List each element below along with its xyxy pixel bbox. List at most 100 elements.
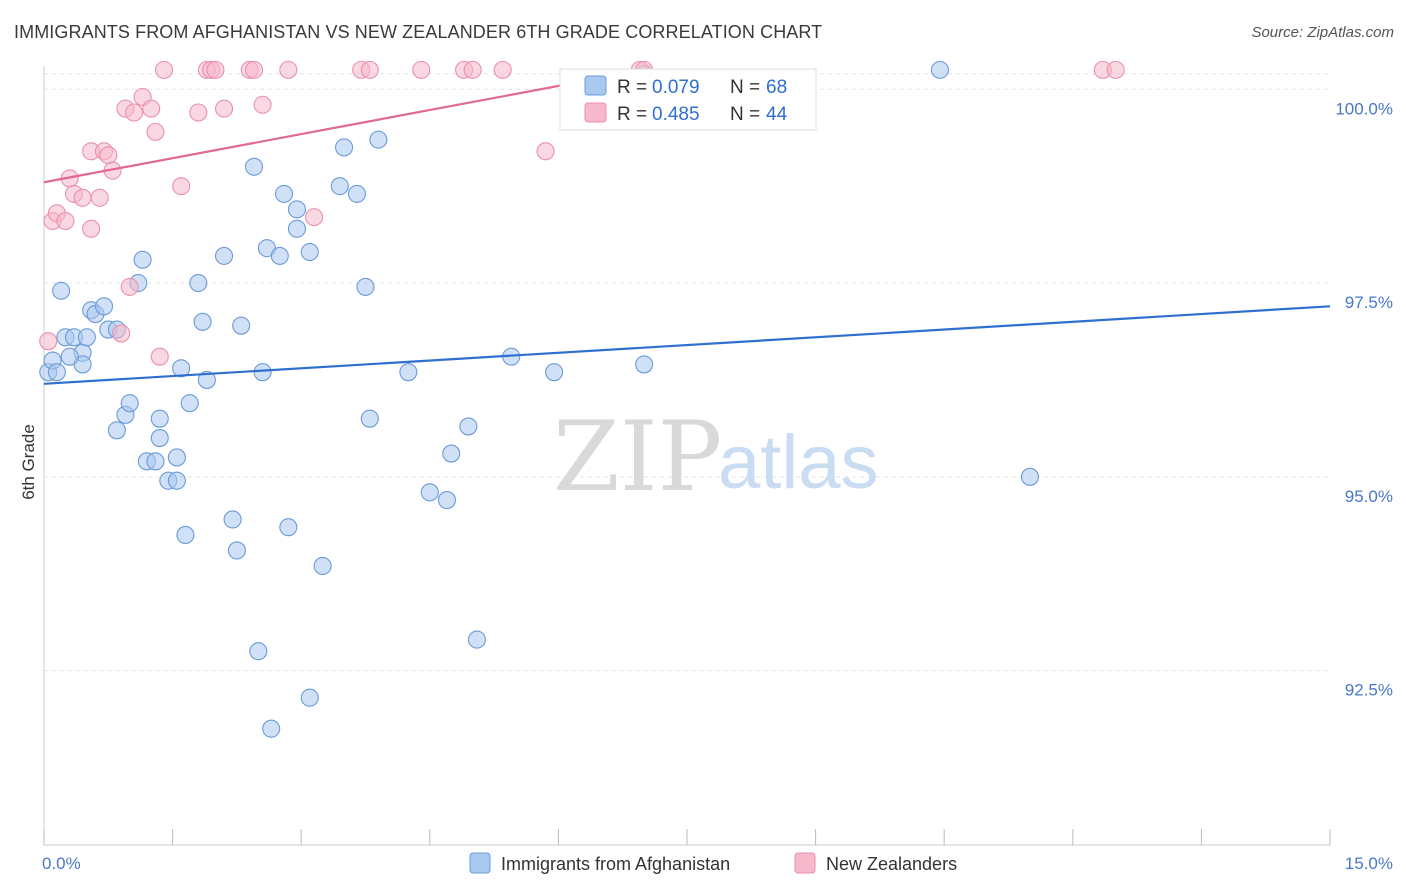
legend-n-value-blue: 68 [766, 77, 787, 98]
point-afghanistan-49 [347, 184, 366, 203]
point-new-zealanders-30 [279, 60, 298, 79]
point-new-zealanders-29 [253, 95, 272, 114]
chart-title: IMMIGRANTS FROM AFGHANISTAN VS NEW ZEALA… [14, 22, 823, 42]
point-afghanistan-39 [270, 246, 289, 265]
point-new-zealanders-28 [244, 60, 264, 79]
point-afghanistan-48 [335, 138, 354, 157]
y-axis-label: 6th Grade [19, 424, 38, 500]
point-afghanistan-13 [107, 421, 126, 440]
point-new-zealanders-33 [360, 60, 379, 79]
axes [43, 66, 1331, 846]
point-afghanistan-67 [172, 359, 191, 378]
point-afghanistan-43 [287, 219, 306, 238]
point-afghanistan-34 [244, 157, 264, 176]
series-legend-label-new-zealanders: New Zealanders [826, 854, 957, 874]
point-afghanistan-65 [47, 363, 66, 382]
point-new-zealanders-31 [305, 208, 324, 227]
point-new-zealanders-25 [206, 60, 225, 79]
point-afghanistan-40 [275, 184, 294, 203]
point-afghanistan-56 [442, 444, 461, 463]
point-afghanistan-61 [635, 355, 654, 374]
data-points [39, 60, 1125, 738]
point-afghanistan-16 [133, 250, 152, 269]
point-afghanistan-33 [232, 316, 251, 335]
point-afghanistan-32 [227, 541, 246, 560]
legend-r-label-pink: R = [617, 104, 647, 125]
stats-legend: R = 0.079 N = 68 R = 0.485 N = 44 [559, 68, 817, 131]
point-afghanistan-55 [437, 491, 456, 510]
legend-swatch-blue [584, 75, 607, 96]
series-legend-label-afghanistan: Immigrants from Afghanistan [501, 854, 730, 874]
y-tick-label-0: 100.0% [1335, 99, 1393, 118]
legend-r-value-blue: 0.079 [652, 77, 700, 98]
series-legend-swatch-afghanistan [469, 852, 491, 874]
point-afghanistan-52 [369, 130, 388, 149]
point-new-zealanders-6 [73, 188, 92, 207]
series-legend: Immigrants from Afghanistan New Zealande… [469, 852, 957, 874]
point-new-zealanders-38 [536, 142, 555, 161]
point-new-zealanders-34 [412, 60, 431, 79]
point-afghanistan-7 [77, 328, 96, 347]
point-afghanistan-20 [150, 409, 169, 428]
point-afghanistan-47 [330, 177, 349, 196]
point-new-zealanders-43 [90, 188, 109, 207]
y-tick-label-3: 92.5% [1345, 681, 1393, 700]
point-afghanistan-30 [214, 246, 234, 265]
point-afghanistan-54 [420, 483, 439, 502]
point-afghanistan-10 [94, 297, 114, 316]
point-new-zealanders-36 [463, 60, 482, 79]
point-new-zealanders-12 [112, 324, 131, 343]
point-afghanistan-26 [180, 394, 199, 413]
point-afghanistan-15 [120, 394, 139, 413]
series-legend-swatch-new-zealanders [794, 852, 816, 874]
point-afghanistan-27 [189, 273, 208, 293]
watermark: ZIP atlas [553, 401, 879, 513]
trend-line-afghanistan [43, 305, 1331, 385]
point-afghanistan-36 [253, 363, 272, 382]
point-afghanistan-28 [193, 312, 212, 331]
point-afghanistan-38 [262, 719, 281, 738]
point-new-zealanders-7 [82, 219, 101, 238]
trend-lines [43, 68, 1331, 385]
point-afghanistan-50 [356, 277, 375, 296]
point-afghanistan-57 [459, 417, 478, 436]
watermark-atlas: atlas [718, 420, 879, 505]
legend-r-label-blue: R = [617, 77, 647, 98]
point-afghanistan-45 [300, 242, 319, 262]
y-tick-label-1: 97.5% [1345, 293, 1393, 312]
point-afghanistan-24 [167, 448, 186, 467]
point-afghanistan-46 [313, 556, 332, 576]
legend-r-value-pink: 0.485 [652, 104, 700, 125]
point-new-zealanders-20 [154, 60, 174, 79]
y-tick-label-2: 95.0% [1345, 487, 1393, 506]
point-afghanistan-51 [360, 409, 379, 428]
point-new-zealanders-0 [39, 332, 58, 351]
legend-swatch-pink [584, 102, 607, 123]
point-new-zealanders-14 [120, 277, 139, 296]
point-afghanistan-23 [167, 471, 186, 490]
point-new-zealanders-26 [214, 99, 234, 118]
point-afghanistan-29 [197, 370, 216, 389]
point-afghanistan-21 [150, 429, 169, 448]
x-tick-labels: 0.0% 15.0% [42, 854, 1393, 873]
point-afghanistan-35 [249, 642, 268, 661]
y-tick-labels: 100.0% 97.5% 95.0% 92.5% [1335, 99, 1393, 699]
legend-n-label-blue: N = [730, 77, 760, 98]
watermark-zip: ZIP [553, 401, 722, 513]
point-afghanistan-25 [176, 525, 195, 545]
point-new-zealanders-19 [150, 347, 169, 366]
point-afghanistan-58 [467, 630, 487, 649]
point-afghanistan-42 [287, 200, 306, 219]
point-afghanistan-31 [223, 510, 242, 529]
source-credit: Source: ZipAtlas.com [1251, 24, 1394, 41]
point-new-zealanders-21 [172, 177, 191, 196]
legend-n-value-pink: 44 [766, 104, 788, 125]
legend-n-label-pink: N = [730, 104, 760, 125]
x-tick-label-1: 15.0% [1345, 854, 1393, 873]
point-new-zealanders-22 [189, 103, 208, 122]
point-new-zealanders-15 [124, 103, 144, 122]
point-afghanistan-66 [60, 347, 79, 366]
point-afghanistan-2 [52, 281, 71, 300]
point-new-zealanders-18 [146, 122, 165, 141]
